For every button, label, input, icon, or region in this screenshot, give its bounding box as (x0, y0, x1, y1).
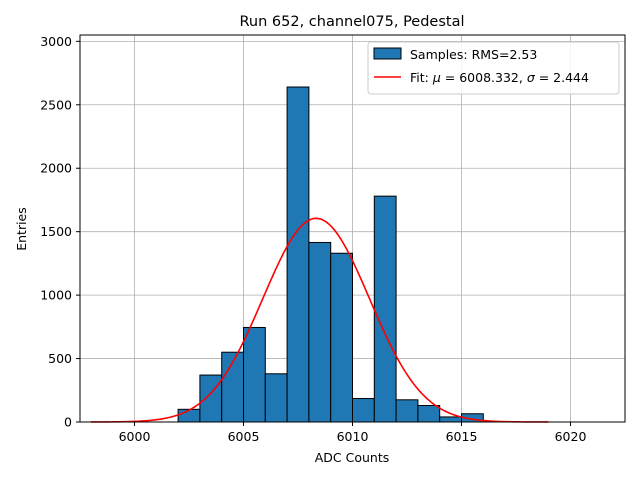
legend-mu-value: = 6008.332, (441, 70, 527, 85)
histogram-bar-5 (286, 86, 310, 423)
histogram-bar-9 (373, 195, 397, 423)
x-tick-label: 6015 (446, 429, 478, 444)
y-tick-label: 0 (64, 415, 72, 430)
histogram-bar-10 (395, 399, 419, 423)
legend-sigma-value: = 2.444 (535, 70, 589, 85)
legend-histogram-swatch (373, 47, 402, 60)
x-tick-label: 6010 (337, 429, 369, 444)
histogram-bar-0 (177, 408, 201, 423)
chart-title: Run 652, channel075, Pedestal (239, 14, 464, 30)
legend-box (367, 41, 620, 95)
x-tick-label: 6005 (228, 429, 260, 444)
y-tick-label: 500 (48, 351, 72, 366)
y-tick-label: 3000 (40, 34, 72, 49)
fit-layer (90, 217, 549, 423)
histogram-bar-11 (417, 405, 441, 423)
legend: Samples: RMS=2.53 Fit: μ = 6008.332, σ =… (367, 41, 620, 95)
legend-mu-symbol: μ (432, 70, 441, 85)
legend-sigma-symbol: σ (527, 70, 536, 85)
legend-fit-label: Fit: μ = 6008.332, σ = 2.444 (410, 70, 589, 85)
legend-fit-prefix: Fit: (410, 70, 433, 85)
x-axis-label: ADC Counts (315, 450, 390, 465)
fit-curve (90, 217, 549, 423)
ticks: 6000 6005 6010 6015 6020 0 500 1000 1500 2000 2500… (40, 34, 586, 444)
histogram-bar-1 (199, 374, 223, 423)
x-tick-label: 6000 (119, 429, 151, 444)
histogram-bar-7 (330, 252, 354, 423)
legend-histogram-label: Samples: RMS=2.53 (410, 47, 537, 62)
histogram-bar-8 (352, 398, 375, 423)
histogram-bar-3 (243, 326, 266, 423)
y-axis-label: Entries (14, 207, 29, 251)
y-tick-label: 2500 (40, 97, 72, 112)
x-tick-label: 6020 (555, 429, 587, 444)
histogram-bar-4 (264, 373, 288, 423)
y-tick-label: 1000 (40, 288, 72, 303)
y-tick-label: 2000 (40, 161, 72, 176)
histogram-bar-6 (308, 241, 332, 423)
histogram-bar-12 (439, 416, 463, 423)
y-tick-label: 1500 (40, 224, 72, 239)
